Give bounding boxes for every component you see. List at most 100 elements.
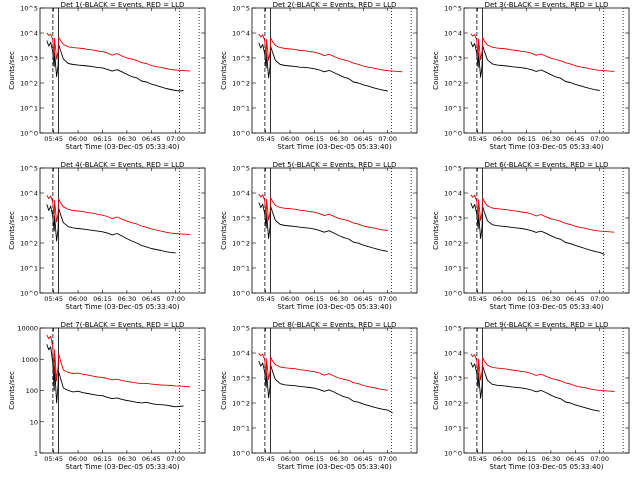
y-axis-label: Counts/sec <box>220 51 228 90</box>
detector-panel-6: Det 6(-BLACK = Events, RED = LLD 05:45 06:… <box>432 161 630 311</box>
events-series-line <box>258 42 388 92</box>
y-tick-label: 10^1 <box>232 105 250 113</box>
plot-frame <box>463 7 630 134</box>
x-tick-label: 06:00 <box>69 135 88 143</box>
plot-frame <box>39 7 206 134</box>
y-tick-label: 10^4 <box>444 190 462 198</box>
x-tick-label: 06:00 <box>493 135 512 143</box>
plot-frame <box>463 167 630 294</box>
x-tick-label: 06:30 <box>118 135 137 143</box>
lld-series-line <box>470 33 615 72</box>
x-tick-label: 06:00 <box>493 455 512 463</box>
x-tick-label: 07:00 <box>166 135 185 143</box>
y-axis-label: Counts/sec <box>220 211 228 250</box>
y-tick-label: 10^3 <box>232 215 250 223</box>
y-tick-label: 10 <box>30 418 38 426</box>
y-tick-label: 10^2 <box>20 80 38 88</box>
x-tick-label: 06:45 <box>566 455 585 463</box>
x-tick-label: 05:45 <box>468 455 487 463</box>
y-tick-label: 10^2 <box>232 400 250 408</box>
plot-frame <box>251 167 418 294</box>
x-tick-label: 06:15 <box>305 455 324 463</box>
x-axis-label: Start Time (03-Dec-05 05:33:40) <box>489 143 603 151</box>
events-series-line <box>46 40 184 92</box>
events-series-line <box>46 344 184 408</box>
x-tick-label: 05:45 <box>468 295 487 303</box>
y-tick-label: 10^0 <box>232 450 250 458</box>
x-tick-label: 06:45 <box>354 455 373 463</box>
y-tick-label: 1 <box>34 450 38 458</box>
x-tick-label: 05:45 <box>256 135 275 143</box>
x-tick-label: 06:00 <box>493 295 512 303</box>
y-tick-label: 100 <box>26 387 38 395</box>
plot-frame <box>251 7 418 134</box>
x-tick-label: 05:45 <box>256 455 275 463</box>
x-axis-label: Start Time (03-Dec-05 05:33:40) <box>65 303 179 311</box>
plot-frame <box>251 327 418 454</box>
events-series-line <box>470 41 600 91</box>
y-tick-label: 10^3 <box>444 55 462 63</box>
y-tick-label: 10^2 <box>232 80 250 88</box>
y-tick-label: 10^5 <box>232 325 250 333</box>
detector-panel-5: Det 5(-BLACK = Events, RED = LLD 05:45 06:… <box>220 161 418 311</box>
y-tick-label: 10^0 <box>232 290 250 298</box>
x-tick-label: 06:00 <box>69 455 88 463</box>
y-tick-label: 10^3 <box>20 215 38 223</box>
y-axis-label: Counts/sec <box>432 371 440 410</box>
plot-frame <box>39 167 206 294</box>
y-axis-label: Counts/sec <box>8 211 16 250</box>
panel-title: Det 9(-BLACK = Events, RED = LLD <box>485 321 609 329</box>
y-tick-label: 10^1 <box>20 265 38 273</box>
x-tick-label: 07:00 <box>378 295 397 303</box>
y-tick-label: 10^1 <box>444 265 462 273</box>
x-tick-label: 07:00 <box>166 295 185 303</box>
events-series-line <box>258 202 388 252</box>
lld-series-line <box>46 32 191 72</box>
y-tick-label: 10^3 <box>444 375 462 383</box>
lld-series-line <box>258 193 388 231</box>
x-tick-label: 06:30 <box>330 135 349 143</box>
x-axis-label: Start Time (03-Dec-05 05:33:40) <box>65 143 179 151</box>
events-series-line <box>258 360 393 414</box>
lld-series-line <box>46 195 191 235</box>
x-tick-label: 05:45 <box>44 455 63 463</box>
y-axis-label: Counts/sec <box>432 211 440 250</box>
x-tick-label: 06:45 <box>142 455 161 463</box>
y-tick-label: 10^1 <box>444 425 462 433</box>
y-tick-label: 10^3 <box>20 55 38 63</box>
x-tick-label: 06:15 <box>305 135 324 143</box>
panel-title: Det 1(-BLACK = Events, RED = LLD <box>61 1 185 9</box>
y-tick-label: 10^4 <box>20 30 38 38</box>
y-axis-label: Counts/sec <box>432 51 440 90</box>
panel-title: Det 5(-BLACK = Events, RED = LLD <box>273 161 397 169</box>
y-tick-label: 10000 <box>17 325 38 333</box>
y-axis-label: Counts/sec <box>8 51 16 90</box>
y-tick-label: 10^3 <box>232 375 250 383</box>
x-tick-label: 06:45 <box>142 295 161 303</box>
y-tick-label: 10^3 <box>444 215 462 223</box>
detector-panel-2: Det 2(-BLACK = Events, RED = LLD 05:45 06:… <box>220 1 418 151</box>
x-tick-label: 06:15 <box>517 295 536 303</box>
detector-panel-9: Det 9(-BLACK = Events, RED = LLD 05:45 06:… <box>432 321 630 471</box>
x-tick-label: 05:45 <box>256 295 275 303</box>
x-tick-label: 06:00 <box>69 295 88 303</box>
y-tick-label: 10^2 <box>20 240 38 248</box>
x-tick-label: 06:45 <box>142 135 161 143</box>
detector-panel-4: Det 4(-BLACK = Events, RED = LLD 05:45 06:… <box>8 161 206 311</box>
y-tick-label: 10^4 <box>232 190 250 198</box>
y-tick-label: 10^5 <box>444 5 462 13</box>
x-tick-label: 07:00 <box>590 295 609 303</box>
detector-panel-1: Det 1(-BLACK = Events, RED = LLD 05:45 06:… <box>8 1 206 151</box>
x-tick-label: 07:00 <box>590 135 609 143</box>
panel-title: Det 3(-BLACK = Events, RED = LLD <box>485 1 609 9</box>
y-tick-label: 10^5 <box>232 165 250 173</box>
y-tick-label: 10^5 <box>232 5 250 13</box>
y-tick-label: 10^5 <box>444 165 462 173</box>
panel-title: Det 6(-BLACK = Events, RED = LLD <box>485 161 609 169</box>
x-tick-label: 06:45 <box>566 295 585 303</box>
x-axis-label: Start Time (03-Dec-05 05:33:40) <box>277 303 391 311</box>
x-tick-label: 05:45 <box>44 295 63 303</box>
y-tick-label: 10^5 <box>444 325 462 333</box>
x-tick-label: 07:00 <box>590 455 609 463</box>
